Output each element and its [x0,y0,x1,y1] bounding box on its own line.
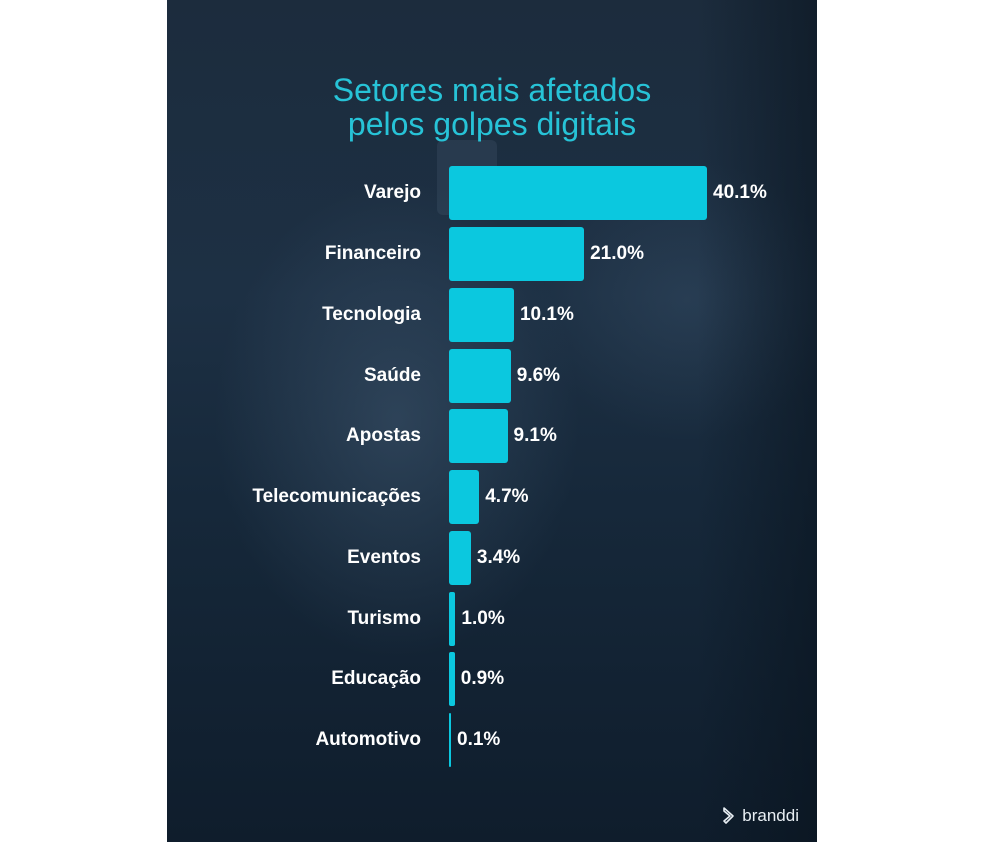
bar [449,349,511,403]
category-label: Tecnologia [322,304,421,325]
category-label: Educação [331,668,421,689]
chart-row: Varejo 40.1% [167,166,817,220]
brand-name: branddi [742,806,799,825]
category-label: Financeiro [324,243,421,264]
value-label: 9.1% [513,425,557,446]
bar [449,470,480,524]
chart-row: Tecnologia 10.1% [167,288,817,342]
category-label: Telecomunicações [252,486,421,507]
value-label: 40.1% [713,182,767,203]
chart-row: Saúde 9.6% [167,349,817,403]
category-label: Saúde [363,365,421,386]
category-label: Turismo [347,608,421,629]
value-label: 4.7% [485,486,529,507]
value-label: 3.4% [476,547,521,568]
brand-logo: branddi [721,806,799,826]
chart-row: Turismo 1.0% [167,592,817,646]
bar [449,592,456,646]
category-label: Apostas [346,425,421,446]
chart-row: Apostas 9.1% [167,409,817,463]
chart-title-line-1: Setores mais afetados [332,72,652,109]
value-label: 0.9% [460,668,505,689]
value-label: 10.1% [519,304,574,325]
value-label: 1.0% [461,608,505,629]
chart-row: Automotivo 0.1% [167,713,817,767]
chart-row: Eventos 3.4% [167,531,817,585]
chart-row: Telecomunicações 4.7% [167,470,817,524]
bar [449,166,707,220]
branddi-logo-icon [723,807,735,824]
chart-row: Educação 0.9% [167,652,817,706]
chart-title: Setores mais afetados pelos golpes digit… [167,73,817,141]
bar [449,713,451,767]
value-label: 0.1% [457,729,501,750]
bar [449,288,514,342]
category-label: Eventos [347,547,421,568]
value-label: 9.6% [516,365,561,386]
bar [449,227,585,281]
category-label: Automotivo [315,729,421,750]
chart-title-line-2: pelos golpes digitais [347,106,637,143]
category-label: Varejo [363,182,421,203]
chart-row: Financeiro 21.0% [167,227,817,281]
value-label: 21.0% [590,243,644,264]
bar [449,409,508,463]
infographic-panel: Setores mais afetados pelos golpes digit… [167,0,817,842]
bar [449,531,471,585]
bar [449,652,455,706]
